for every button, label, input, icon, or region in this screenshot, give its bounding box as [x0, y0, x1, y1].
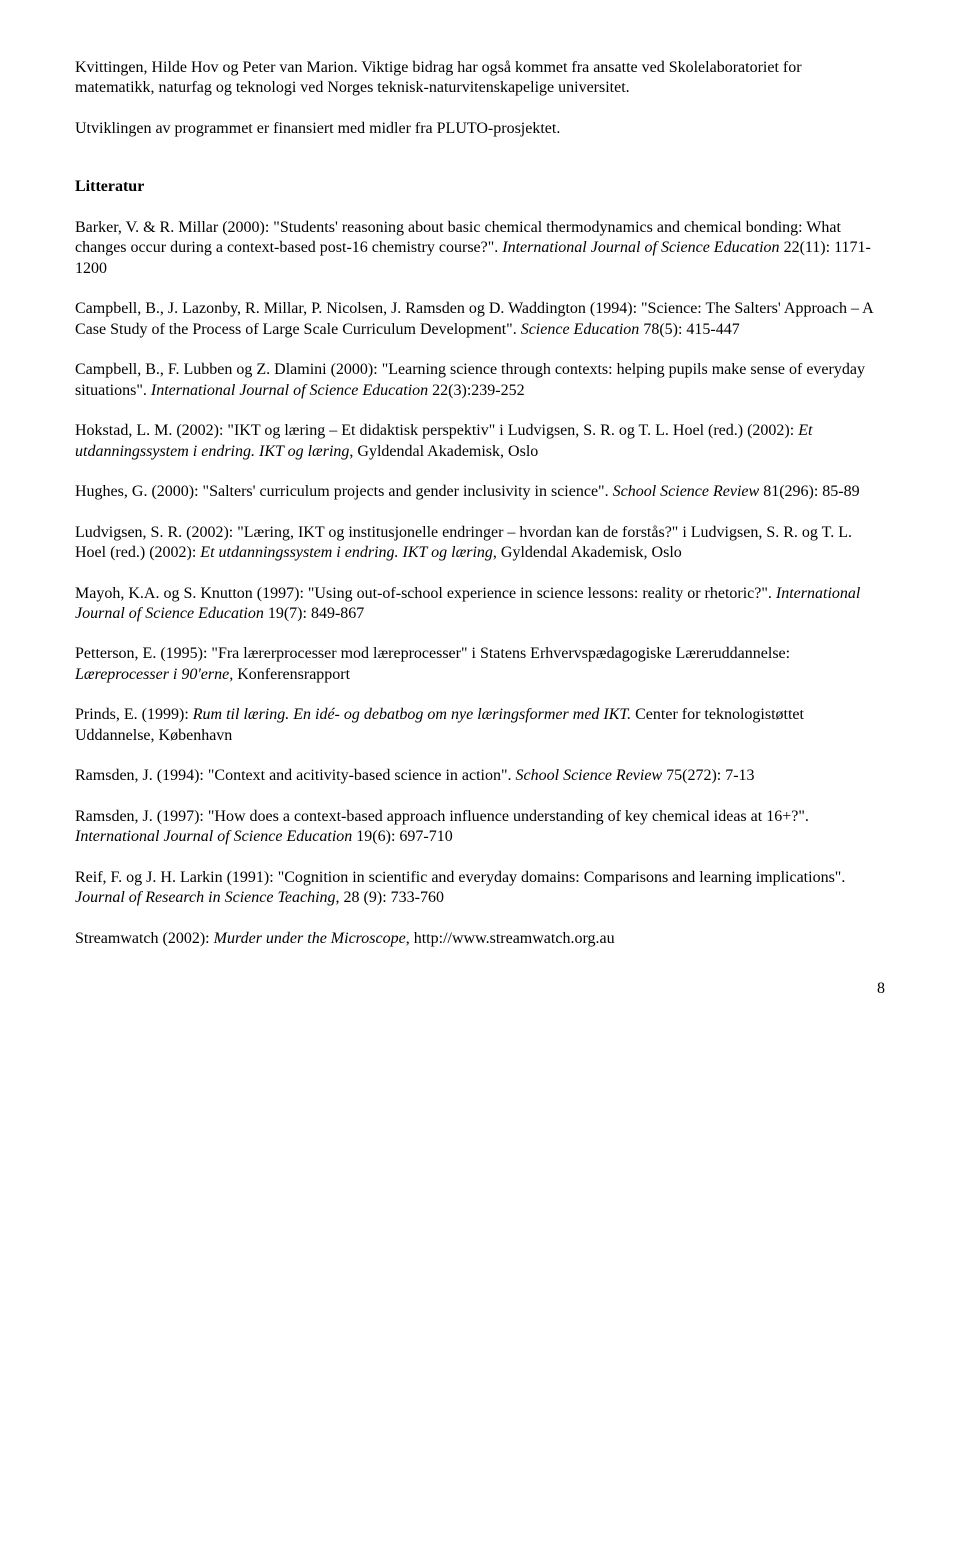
reference-10: Ramsden, J. (1994): "Context and acitivi… — [75, 766, 885, 786]
reference-4: Hokstad, L. M. (2002): "IKT og læring – … — [75, 421, 885, 462]
ref10-text-a: Ramsden, J. (1994): "Context and acitivi… — [75, 767, 516, 784]
ref9-title: Rum til læring. En idé- og debatbog om n… — [193, 706, 631, 723]
ref5-journal: School Science Review — [613, 483, 760, 500]
reference-1: Barker, V. & R. Millar (2000): "Students… — [75, 218, 885, 279]
ref1-journal: International Journal of Science Educati… — [502, 239, 779, 256]
reference-7: Mayoh, K.A. og S. Knutton (1997): "Using… — [75, 584, 885, 625]
ref5-text-b: 81(296): 85-89 — [759, 483, 859, 500]
reference-8: Petterson, E. (1995): "Fra lærerprocesse… — [75, 644, 885, 685]
litteratur-heading: Litteratur — [75, 177, 885, 197]
page-number: 8 — [75, 979, 885, 999]
reference-5: Hughes, G. (2000): "Salters' curriculum … — [75, 482, 885, 502]
ref8-title: Læreprocesser i 90'erne, — [75, 666, 233, 683]
reference-3: Campbell, B., F. Lubben og Z. Dlamini (2… — [75, 360, 885, 401]
intro-para-2: Utviklingen av programmet er finansiert … — [75, 119, 885, 139]
ref2-text-b: 78(5): 415-447 — [639, 321, 739, 338]
ref11-journal: International Journal of Science Educati… — [75, 828, 352, 845]
reference-13: Streamwatch (2002): Murder under the Mic… — [75, 929, 885, 949]
ref13-text-b: , http://www.streamwatch.org.au — [406, 930, 615, 947]
reference-12: Reif, F. og J. H. Larkin (1991): "Cognit… — [75, 868, 885, 909]
ref13-text-a: Streamwatch (2002): — [75, 930, 214, 947]
ref11-text-b: 19(6): 697-710 — [352, 828, 452, 845]
ref12-text-a: Reif, F. og J. H. Larkin (1991): "Cognit… — [75, 869, 845, 886]
ref10-text-b: 75(272): 7-13 — [662, 767, 754, 784]
ref4-text-a: Hokstad, L. M. (2002): "IKT og læring – … — [75, 422, 798, 439]
ref3-journal: International Journal of Science Educati… — [151, 382, 428, 399]
reference-11: Ramsden, J. (1997): "How does a context-… — [75, 807, 885, 848]
intro-text-2: Utviklingen av programmet er finansiert … — [75, 120, 560, 137]
ref6-text-b: , Gyldendal Akademisk, Oslo — [493, 544, 682, 561]
reference-6: Ludvigsen, S. R. (2002): "Læring, IKT og… — [75, 523, 885, 564]
ref12-text-b: , 28 (9): 733-760 — [336, 889, 444, 906]
ref2-journal: Science Education — [521, 321, 640, 338]
ref4-text-b: , Gyldendal Akademisk, Oslo — [349, 443, 538, 460]
ref8-text-a: Petterson, E. (1995): "Fra lærerprocesse… — [75, 645, 790, 662]
ref13-title: Murder under the Microscope — [214, 930, 406, 947]
intro-para-1: Kvittingen, Hilde Hov og Peter van Mario… — [75, 58, 885, 99]
ref10-journal: School Science Review — [516, 767, 663, 784]
ref2-text-a: Campbell, B., J. Lazonby, R. Millar, P. … — [75, 300, 873, 337]
ref12-journal: Journal of Research in Science Teaching — [75, 889, 336, 906]
intro-text-1: Kvittingen, Hilde Hov og Peter van Mario… — [75, 59, 802, 96]
reference-9: Prinds, E. (1999): Rum til læring. En id… — [75, 705, 885, 746]
ref5-text-a: Hughes, G. (2000): "Salters' curriculum … — [75, 483, 613, 500]
reference-2: Campbell, B., J. Lazonby, R. Millar, P. … — [75, 299, 885, 340]
ref6-title: Et utdanningssystem i endring. IKT og læ… — [200, 544, 493, 561]
ref7-text-a: Mayoh, K.A. og S. Knutton (1997): "Using… — [75, 585, 776, 602]
ref7-text-b: 19(7): 849-867 — [264, 605, 364, 622]
ref3-text-b: 22(3):239-252 — [428, 382, 524, 399]
ref11-text-a: Ramsden, J. (1997): "How does a context-… — [75, 808, 809, 825]
ref9-text-a: Prinds, E. (1999): — [75, 706, 193, 723]
ref8-text-b: Konferensrapport — [233, 666, 350, 683]
